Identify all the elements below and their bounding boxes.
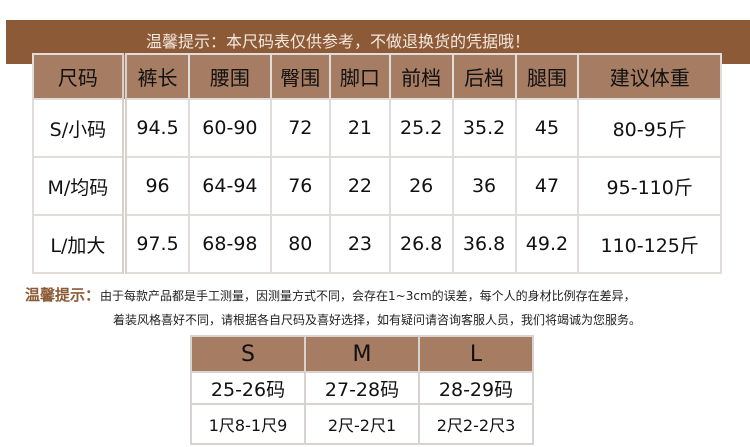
header-cell: 臀围	[269, 53, 332, 100]
table-cell: 27-28码	[304, 371, 420, 405]
table-cell: 2尺-2尺1	[304, 403, 420, 445]
table-cell: 47	[514, 156, 580, 216]
table-row: L/加大 97.5 68-98 80 23 26.8 36.8 49.2 110-125斤	[31, 214, 722, 274]
header-cell: 裤长	[123, 53, 191, 100]
table-cell: 80-95斤	[577, 98, 722, 158]
header-cell: S	[190, 335, 306, 373]
table-cell: 68-98	[188, 214, 272, 274]
header-cell: 腰围	[188, 53, 272, 100]
header-cell: 前档	[388, 53, 454, 100]
table-header-row: 尺码 裤长 腰围 臀围 脚口 前档 后档 腿围 建议体重	[31, 53, 722, 100]
table-cell: 80	[269, 214, 332, 274]
note-line-1: 由于每款产品都是手工测量，因测量方式不同，会存在1~3cm的误差，每个人的身材比…	[100, 289, 636, 303]
header-cell: 腿围	[514, 53, 580, 100]
table-cell: 72	[269, 98, 332, 158]
note-line-2: 着装风格喜好不同，请根据各自尺码及喜好选择，如有疑问请咨询客服人员，我们将竭诚为…	[113, 313, 642, 327]
table-cell: 21	[329, 98, 391, 158]
table-cell: L/加大	[31, 214, 127, 274]
table-cell: 23	[329, 214, 391, 274]
table-cell: 60-90	[188, 98, 272, 158]
table-row: M/均码 96 64-94 76 22 26 36 47 95-110斤	[31, 156, 722, 216]
header-cell: 尺码	[31, 53, 127, 100]
table-cell: 26.8	[388, 214, 454, 274]
table-cell: 36	[451, 156, 517, 216]
table-cell: 64-94	[188, 156, 272, 216]
table-cell: 97.5	[123, 214, 191, 274]
table-cell: S/小码	[31, 98, 127, 158]
table-cell: 35.2	[451, 98, 517, 158]
table-cell: 26	[388, 156, 454, 216]
header-cell: L	[418, 335, 534, 373]
table-cell: 25.2	[388, 98, 454, 158]
table-cell: 96	[123, 156, 191, 216]
table-cell: 76	[269, 156, 332, 216]
header-cell: 后档	[451, 53, 517, 100]
conversion-table: S M L 25-26码 27-28码 28-29码 1尺8-1尺9 2尺-2尺…	[190, 335, 534, 445]
table-cell: 36.8	[451, 214, 517, 274]
table-cell: 2尺2-2尺3	[418, 403, 534, 445]
note-label: 温馨提示：	[25, 286, 101, 304]
table-cell: 22	[329, 156, 391, 216]
table-cell: 110-125斤	[577, 214, 722, 274]
table-header-row: S M L	[190, 335, 534, 373]
table-cell: 45	[514, 98, 580, 158]
header-cell: 脚口	[329, 53, 391, 100]
table-cell: 25-26码	[190, 371, 306, 405]
table-cell: 49.2	[514, 214, 580, 274]
table-cell: 95-110斤	[577, 156, 722, 216]
table-row: 1尺8-1尺9 2尺-2尺1 2尺2-2尺3	[190, 403, 534, 445]
size-table: 尺码 裤长 腰围 臀围 脚口 前档 后档 腿围 建议体重 S/小码 94.5 60-90 72 21 25…	[31, 53, 722, 274]
table-row: S/小码 94.5 60-90 72 21 25.2 35.2 45 80-95斤	[31, 98, 722, 158]
table-cell: 28-29码	[418, 371, 534, 405]
table-cell: M/均码	[31, 156, 127, 216]
table-cell: 94.5	[123, 98, 191, 158]
notice-note: 温馨提示：由于每款产品都是手工测量，因测量方式不同，会存在1~3cm的误差，每个…	[25, 283, 641, 332]
table-cell: 1尺8-1尺9	[190, 403, 306, 445]
table-row: 25-26码 27-28码 28-29码	[190, 371, 534, 405]
header-cell: M	[304, 335, 420, 373]
header-cell: 建议体重	[577, 53, 722, 100]
